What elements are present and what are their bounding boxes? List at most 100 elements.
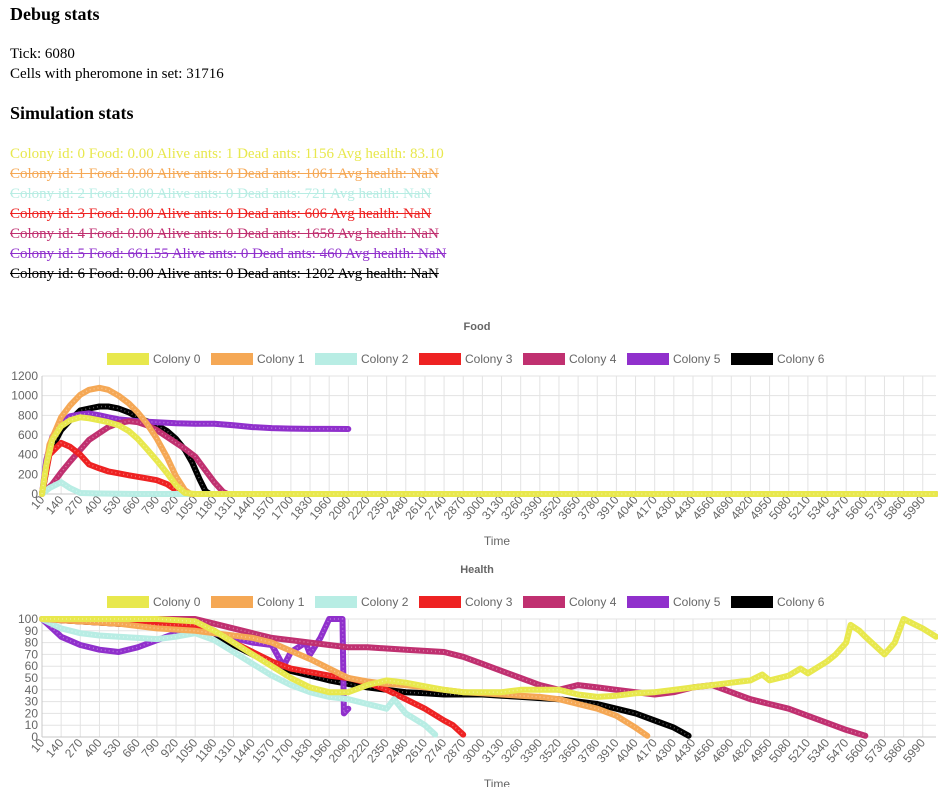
chart-title: Health [460,564,494,576]
x-axis-label: Time [484,777,511,787]
y-tick-label: 30 [25,695,39,709]
pheromone-cells-value: 31716 [186,66,224,82]
simulation-stats-heading: Simulation stats [10,103,134,123]
legend-swatch [419,353,461,365]
legend-item-colony-5[interactable]: Colony 5 [627,352,721,366]
legend-item-colony-1[interactable]: Colony 1 [211,352,305,366]
legend-swatch [107,596,149,608]
legend-label: Colony 0 [153,595,201,609]
series-points-colony-3 [41,442,936,495]
colony-row-4: Colony id: 4 Food: 0.00 Alive ants: 0 De… [10,226,439,242]
legend-swatch [211,353,253,365]
y-tick-label: 1200 [11,369,38,383]
legend-swatch [523,353,565,365]
y-tick-label: 80 [25,636,39,650]
x-tick-label: 270 [62,493,86,518]
series-line-colony-1 [39,616,651,739]
legend-label: Colony 2 [361,352,409,366]
y-tick-label: 90 [25,624,39,638]
legend-label: Colony 1 [257,595,305,609]
pheromone-cells-label: Cells with pheromone in set: [10,66,183,82]
legend-swatch [731,596,773,608]
legend-label: Colony 5 [673,352,721,366]
series-points-colony-3 [41,618,464,736]
tick-label: Tick: [10,46,42,62]
legend-item-colony-3[interactable]: Colony 3 [419,352,513,366]
legend-swatch [107,353,149,365]
series-line-colony-3 [39,439,938,497]
y-tick-label: 40 [25,683,39,697]
y-tick-label: 0 [31,730,38,744]
y-tick-label: 600 [18,428,38,442]
tick-value: 6080 [44,46,75,62]
series-line-colony-4 [39,418,938,497]
x-tick-label: 400 [81,736,105,761]
x-axis-label: Time [484,534,511,548]
y-tick-label: 400 [18,448,38,462]
legend-label: Colony 0 [153,352,201,366]
legend-swatch [627,353,669,365]
x-tick-label: 270 [62,736,86,761]
legend-label: Colony 5 [673,595,721,609]
legend-label: Colony 6 [777,595,825,609]
legend-item-colony-6[interactable]: Colony 6 [731,595,825,609]
series-line-colony-0 [39,616,938,700]
x-tick-label: 530 [100,736,124,761]
series-line-colony-1 [39,384,938,497]
y-tick-label: 70 [25,647,39,661]
x-tick-label: 5990 [900,736,928,766]
series-line-colony-2 [39,479,938,497]
pheromone-cells-readout: Cells with pheromone in set: 31716 [10,64,224,84]
legend-label: Colony 2 [361,595,409,609]
series-line-colony-4 [39,616,869,739]
health-chart: Health Colony 0 Colony 1 Colony 2 Colony 3 Co… [18,564,938,787]
legend-item-colony-0[interactable]: Colony 0 [107,595,201,609]
series-points-colony-6 [41,405,936,495]
colony-row-5: Colony id: 5 Food: 661.55 Alive ants: 0 … [10,246,447,262]
colony-row-1: Colony id: 1 Food: 0.00 Alive ants: 0 De… [10,166,439,182]
colony-row-2: Colony id: 2 Food: 0.00 Alive ants: 0 De… [10,186,432,202]
legend-label: Colony 1 [257,352,305,366]
legend-item-colony-2[interactable]: Colony 2 [315,595,409,609]
y-tick-label: 50 [25,671,39,685]
colony-row-0: Colony id: 0 Food: 0.00 Alive ants: 1 De… [10,146,444,162]
x-tick-label: 660 [119,736,143,761]
y-tick-label: 1000 [11,389,38,403]
legend-label: Colony 3 [465,595,513,609]
chart-title: Food [464,321,491,333]
x-tick-label: 140 [43,493,67,518]
legend-item-colony-3[interactable]: Colony 3 [419,595,513,609]
legend-swatch [731,353,773,365]
legend-item-colony-1[interactable]: Colony 1 [211,595,305,609]
legend-label: Colony 6 [777,352,825,366]
series-points-colony-2 [41,618,436,736]
tick-readout: Tick: 6080 [10,44,75,64]
x-tick-label: 5990 [900,493,928,523]
y-tick-label: 0 [31,487,38,501]
legend-item-colony-2[interactable]: Colony 2 [315,352,409,366]
colony-row-6: Colony id: 6 Food: 0.00 Alive ants: 0 De… [10,266,439,282]
legend-swatch [315,353,357,365]
series-line-colony-0 [39,414,938,497]
y-tick-label: 200 [18,467,38,481]
colony-row-3: Colony id: 3 Food: 0.00 Alive ants: 0 De… [10,206,432,222]
legend-item-colony-5[interactable]: Colony 5 [627,595,721,609]
y-tick-label: 20 [25,706,39,720]
legend-swatch [211,596,253,608]
legend-swatch [315,596,357,608]
series-line-colony-3 [39,616,467,738]
y-tick-label: 800 [18,408,38,422]
legend-swatch [523,596,565,608]
y-tick-label: 100 [18,612,38,626]
y-tick-label: 60 [25,659,39,673]
legend-swatch [419,596,461,608]
legend-item-colony-4[interactable]: Colony 4 [523,352,617,366]
legend-item-colony-0[interactable]: Colony 0 [107,352,201,366]
legend-item-colony-4[interactable]: Colony 4 [523,595,617,609]
series-line-colony-2 [39,616,439,738]
x-tick-label: 140 [43,736,67,761]
series-points-colony-5 [41,618,349,716]
legend-label: Colony 4 [569,595,617,609]
y-tick-label: 10 [25,718,39,732]
legend-item-colony-6[interactable]: Colony 6 [731,352,825,366]
